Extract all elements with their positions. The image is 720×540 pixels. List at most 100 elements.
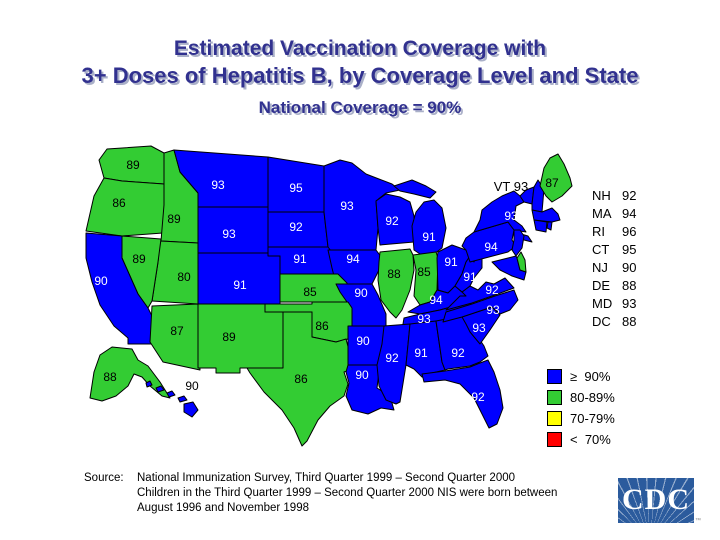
state-TN-value: 93 bbox=[417, 312, 431, 326]
state-OH-value: 91 bbox=[444, 255, 458, 269]
state-TX bbox=[246, 311, 351, 447]
state-AL-value: 91 bbox=[414, 346, 428, 360]
state-HI-island-2 bbox=[155, 385, 165, 393]
state-HI-island-1 bbox=[145, 380, 153, 388]
source-line-2: Children in the Third Quarter 1999 – Sec… bbox=[137, 487, 558, 499]
state-MO-value: 90 bbox=[354, 286, 368, 300]
title-block: Estimated Vaccination Coverage with 3+ D… bbox=[0, 36, 720, 119]
state-SC-value: 93 bbox=[472, 321, 486, 335]
state-CO-value: 91 bbox=[233, 278, 247, 292]
state-IL-value: 88 bbox=[387, 267, 401, 281]
state-AK bbox=[89, 346, 171, 402]
coverage-legend: ≥ 90% 80-89% 70-79% < 70% bbox=[547, 366, 615, 450]
state-ND-value: 95 bbox=[289, 181, 303, 195]
title-line-2: 3+ Doses of Hepatitis B, by Coverage Lev… bbox=[81, 63, 639, 88]
legend-item: 70-79% bbox=[547, 408, 615, 429]
legend-label: < 70% bbox=[570, 432, 611, 447]
state-CA-value: 90 bbox=[94, 274, 108, 288]
legend-label: 70-79% bbox=[570, 411, 615, 426]
state-MI bbox=[411, 199, 447, 255]
legend-label: ≥ 90% bbox=[570, 369, 611, 384]
state-AZ-value: 87 bbox=[170, 324, 184, 338]
state-value: 93 bbox=[622, 296, 637, 311]
state-PA-value: 94 bbox=[484, 240, 498, 254]
source-line-3: August 1996 and November 1998 bbox=[137, 502, 309, 514]
state-VT bbox=[519, 186, 535, 205]
state-IN-value: 85 bbox=[417, 265, 431, 279]
state-MI-value: 91 bbox=[422, 230, 436, 244]
state-FL-value: 92 bbox=[471, 390, 485, 404]
state-abbr: DE bbox=[592, 278, 611, 293]
state-NJ bbox=[511, 229, 525, 257]
state-IA-value: 94 bbox=[346, 252, 360, 266]
state-OK-value: 86 bbox=[315, 319, 329, 333]
state-UT-value: 80 bbox=[177, 270, 191, 284]
state-AR-value: 90 bbox=[356, 334, 370, 348]
state-RI bbox=[546, 221, 553, 231]
legend-label: 80-89% bbox=[570, 390, 615, 405]
state-NM bbox=[197, 303, 284, 374]
state-LA-value: 90 bbox=[355, 368, 369, 382]
cdc-logo-rays-icon bbox=[618, 478, 694, 523]
state-value: 88 bbox=[622, 278, 637, 293]
legend-item: < 70% bbox=[547, 429, 615, 450]
cdc-trademark: ™ bbox=[695, 518, 701, 524]
subtitle-national-coverage: National Coverage = 90% bbox=[258, 98, 462, 117]
list-item: NJ 90 bbox=[592, 259, 646, 277]
state-AK-value: 88 bbox=[103, 370, 117, 384]
legend-item: ≥ 90% bbox=[547, 366, 615, 387]
state-GA-value: 92 bbox=[451, 346, 465, 360]
state-value: 92 bbox=[622, 188, 637, 203]
state-IL bbox=[377, 248, 415, 319]
list-item: MA 94 bbox=[592, 205, 646, 223]
list-item: RI 96 bbox=[592, 223, 646, 241]
list-item: NH 92 bbox=[592, 187, 646, 205]
state-NC bbox=[442, 289, 519, 323]
state-VA-value: 92 bbox=[485, 283, 499, 297]
state-ID-value: 89 bbox=[167, 212, 181, 226]
vt-callout-label: VT 93 bbox=[494, 179, 528, 194]
state-value: 88 bbox=[622, 314, 637, 329]
state-NY-value: 93 bbox=[504, 209, 518, 223]
legend-swatch-70-79 bbox=[547, 411, 562, 426]
state-CA bbox=[85, 232, 156, 345]
state-WY-value: 93 bbox=[222, 227, 236, 241]
cdc-logo-text: CDC bbox=[622, 483, 690, 516]
state-NV-value: 89 bbox=[132, 252, 146, 266]
state-ME-value: 87 bbox=[545, 176, 559, 190]
state-MI-upper-peninsula bbox=[393, 179, 437, 199]
state-SD-value: 92 bbox=[289, 220, 303, 234]
legend-swatch-ge90 bbox=[547, 369, 562, 384]
state-abbr: RI bbox=[592, 224, 605, 239]
legend-swatch-80-89 bbox=[547, 390, 562, 405]
state-MN-value: 93 bbox=[340, 199, 354, 213]
state-abbr: DC bbox=[592, 314, 611, 329]
source-line-1: National Immunization Survey, Third Quar… bbox=[137, 472, 516, 484]
state-NM-value: 89 bbox=[222, 330, 236, 344]
state-NC-value: 93 bbox=[486, 303, 500, 317]
state-abbr: CT bbox=[592, 242, 610, 257]
small-states-list: NH 92 MA 94 RI 96 CT 95 NJ 90 DE 88 MD 93 DC 88 bbox=[592, 187, 646, 331]
state-value: 94 bbox=[622, 206, 637, 221]
list-item: CT 95 bbox=[592, 241, 646, 259]
state-abbr: NH bbox=[592, 188, 611, 203]
state-CT bbox=[533, 219, 548, 233]
state-VA bbox=[445, 277, 515, 311]
state-FL bbox=[421, 359, 504, 429]
state-HI-island-3 bbox=[166, 390, 176, 398]
state-MS-value: 92 bbox=[385, 351, 399, 365]
state-WI bbox=[375, 193, 415, 246]
list-item: DC 88 bbox=[592, 313, 646, 331]
state-abbr: MA bbox=[592, 206, 612, 221]
list-item: MD 93 bbox=[592, 295, 646, 313]
state-OR bbox=[85, 177, 171, 237]
state-LA bbox=[345, 364, 395, 415]
title-line-1: Estimated Vaccination Coverage with bbox=[173, 37, 547, 60]
state-ME bbox=[539, 153, 573, 203]
legend-item: 80-89% bbox=[547, 387, 615, 408]
legend-swatch-lt70 bbox=[547, 432, 562, 447]
state-TX-value: 86 bbox=[294, 372, 308, 386]
state-KS-value: 85 bbox=[303, 285, 317, 299]
cdc-logo: CDC bbox=[618, 478, 694, 523]
